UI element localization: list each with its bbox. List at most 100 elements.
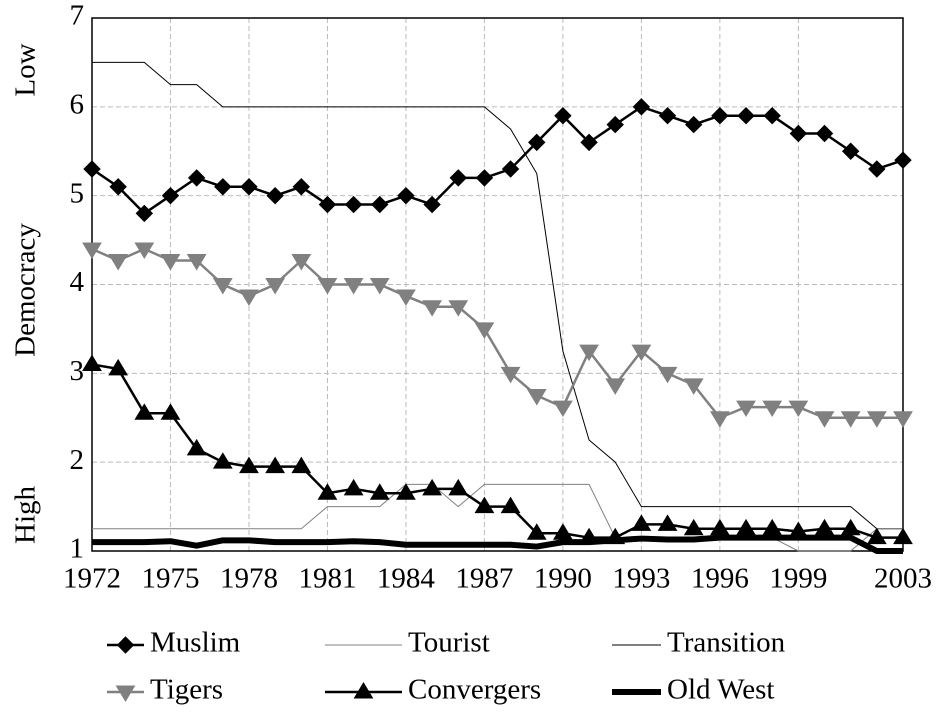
point-marker bbox=[631, 344, 652, 362]
point-marker bbox=[423, 195, 441, 214]
plot-frame bbox=[91, 17, 904, 552]
x-tick-label: 1996 bbox=[691, 563, 749, 595]
point-marker bbox=[606, 115, 624, 134]
y-tick-label: 3 bbox=[70, 355, 85, 387]
point-marker bbox=[579, 527, 599, 545]
point-marker bbox=[448, 478, 469, 496]
point-marker bbox=[893, 527, 913, 545]
legend-label: Muslim bbox=[150, 627, 241, 659]
point-marker bbox=[579, 344, 599, 362]
point-marker bbox=[422, 300, 442, 317]
point-marker bbox=[108, 254, 129, 271]
point-marker bbox=[553, 523, 573, 540]
point-marker bbox=[108, 358, 129, 376]
series-line bbox=[91, 363, 903, 539]
point-marker bbox=[369, 278, 390, 295]
series-line bbox=[91, 105, 904, 215]
x-tick-label: 1993 bbox=[612, 563, 670, 595]
point-marker bbox=[291, 456, 312, 474]
point-marker bbox=[239, 289, 259, 307]
point-marker bbox=[866, 527, 887, 545]
series-line bbox=[92, 61, 903, 530]
point-marker bbox=[789, 124, 808, 143]
point-marker bbox=[161, 186, 180, 205]
point-marker bbox=[135, 204, 154, 223]
point-marker bbox=[344, 195, 363, 214]
point-marker bbox=[239, 456, 259, 474]
x-tick-label: 1981 bbox=[298, 563, 356, 595]
y-tick-label: 1 bbox=[70, 533, 85, 565]
point-marker bbox=[109, 178, 127, 196]
series-line bbox=[92, 534, 903, 554]
point-marker bbox=[709, 411, 730, 428]
point-marker bbox=[840, 518, 861, 536]
point-marker bbox=[82, 242, 102, 259]
point-marker bbox=[762, 400, 783, 418]
point-marker bbox=[317, 278, 338, 295]
point-marker bbox=[866, 411, 887, 428]
point-marker bbox=[894, 151, 912, 169]
point-marker bbox=[160, 254, 181, 271]
x-tick-label: 2003 bbox=[874, 563, 932, 595]
point-marker bbox=[266, 186, 284, 205]
point-marker bbox=[554, 107, 572, 125]
point-marker bbox=[788, 400, 809, 418]
point-marker bbox=[841, 142, 860, 160]
point-marker bbox=[788, 521, 809, 538]
point-marker bbox=[657, 514, 678, 531]
legend-label: Transition bbox=[667, 627, 786, 659]
legend-label: Old West bbox=[667, 674, 775, 706]
point-marker bbox=[474, 322, 495, 339]
point-marker bbox=[709, 518, 730, 536]
legend-marker bbox=[115, 685, 136, 702]
point-marker bbox=[448, 300, 469, 317]
point-marker bbox=[240, 178, 258, 196]
point-marker bbox=[212, 278, 233, 295]
legend-label: Convergers bbox=[408, 674, 541, 706]
point-marker bbox=[580, 133, 598, 152]
x-tick-label: 1972 bbox=[63, 563, 121, 595]
point-marker bbox=[658, 107, 677, 125]
point-marker bbox=[762, 518, 783, 536]
point-marker bbox=[737, 107, 755, 125]
point-marker bbox=[397, 186, 415, 205]
legend-label: Tourist bbox=[408, 627, 490, 659]
point-marker bbox=[134, 403, 155, 420]
point-marker bbox=[83, 160, 101, 178]
point-marker bbox=[214, 178, 232, 196]
point-marker bbox=[474, 496, 495, 514]
x-tick-label: 1975 bbox=[141, 563, 199, 595]
y-label-high: High bbox=[10, 486, 42, 545]
x-tick-label: 1999 bbox=[769, 563, 827, 595]
point-marker bbox=[685, 115, 703, 134]
point-marker bbox=[814, 411, 835, 428]
point-marker bbox=[553, 400, 573, 418]
point-marker bbox=[187, 169, 206, 187]
point-marker bbox=[475, 169, 494, 187]
legend-marker bbox=[116, 636, 135, 654]
y-tick-label: 6 bbox=[70, 88, 85, 120]
x-tick-label: 1984 bbox=[377, 563, 436, 595]
point-marker bbox=[683, 378, 704, 395]
y-tick-label: 2 bbox=[70, 444, 85, 476]
point-marker bbox=[500, 496, 521, 514]
point-marker bbox=[82, 354, 102, 371]
point-marker bbox=[526, 523, 547, 540]
x-tick-label: 1987 bbox=[455, 563, 513, 595]
point-marker bbox=[318, 195, 337, 214]
point-marker bbox=[396, 483, 416, 500]
point-marker bbox=[396, 289, 416, 307]
point-marker bbox=[736, 400, 756, 418]
point-marker bbox=[343, 478, 364, 496]
point-marker bbox=[528, 133, 546, 152]
series-line bbox=[91, 247, 903, 419]
point-marker bbox=[632, 98, 651, 116]
legend-label: Tigers bbox=[150, 674, 223, 706]
point-marker bbox=[212, 452, 233, 469]
point-marker bbox=[815, 124, 834, 143]
point-marker bbox=[893, 411, 913, 428]
point-marker bbox=[265, 456, 286, 474]
point-marker bbox=[526, 389, 547, 406]
point-marker bbox=[371, 195, 389, 214]
y-tick-label: 7 bbox=[70, 0, 85, 32]
